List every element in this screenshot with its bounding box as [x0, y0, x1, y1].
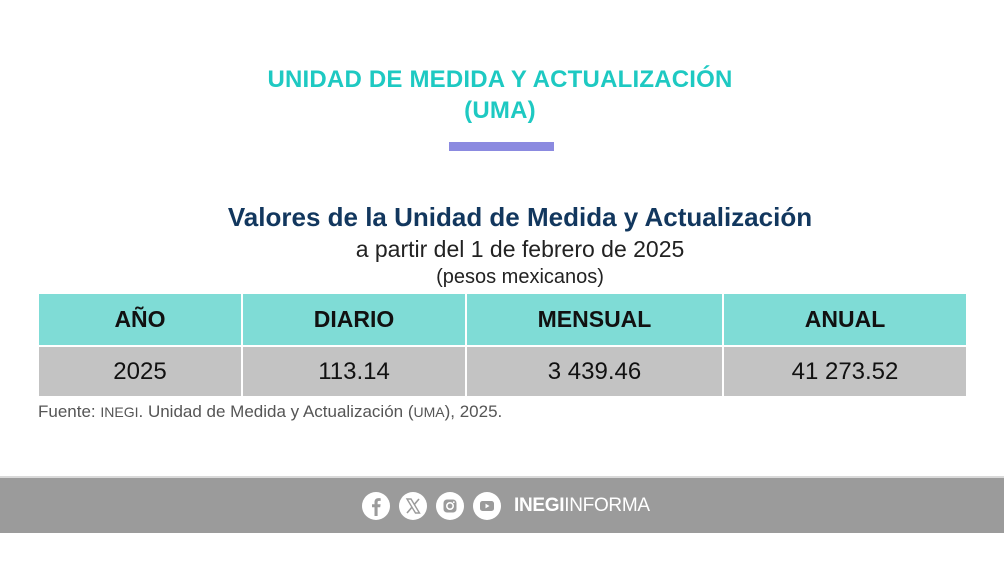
source-org: INEGI	[100, 404, 139, 420]
column-header-year: AÑO	[37, 292, 243, 347]
page-title: UNIDAD DE MEDIDA Y ACTUALIZACIÓN (UMA)	[0, 64, 1000, 126]
source-middle: . Unidad de Medida y Actualización (	[138, 402, 414, 421]
source-abbr: UMA	[413, 404, 445, 420]
instagram-icon	[443, 499, 457, 513]
x-icon	[405, 498, 421, 514]
uma-table: AÑO DIARIO MENSUAL ANUAL 2025 113.14 3 4…	[37, 292, 968, 398]
accent-divider	[449, 142, 554, 151]
youtube-link[interactable]	[473, 492, 501, 520]
brand-light: INFORMA	[564, 495, 650, 516]
brand-bold: INEGI	[514, 495, 565, 516]
footer-band: INEGIINFORMA	[0, 476, 1004, 533]
inegi-informa-brand: INEGIINFORMA	[514, 492, 650, 520]
facebook-icon	[372, 498, 381, 516]
cell-monthly: 3 439.46	[465, 345, 724, 398]
column-header-annual: ANUAL	[722, 292, 968, 347]
column-header-monthly: MENSUAL	[465, 292, 724, 347]
title-line-2: (UMA)	[464, 97, 536, 124]
table-units: (pesos mexicanos)	[436, 266, 604, 288]
title-line-1: UNIDAD DE MEDIDA Y ACTUALIZACIÓN	[267, 66, 733, 93]
cell-annual: 41 273.52	[722, 345, 968, 398]
source-suffix: ), 2025.	[444, 402, 503, 421]
table-subtitle: a partir del 1 de febrero de 2025	[355, 236, 685, 262]
table-header-row: AÑO DIARIO MENSUAL ANUAL	[37, 292, 968, 347]
table-title: Valores de la Unidad de Medida y Actuali…	[227, 202, 813, 232]
instagram-link[interactable]	[436, 492, 464, 520]
youtube-icon	[480, 501, 494, 511]
social-bar: INEGIINFORMA	[362, 491, 650, 521]
facebook-link[interactable]	[362, 492, 390, 520]
cell-daily: 113.14	[241, 345, 467, 398]
table-row: 2025 113.14 3 439.46 41 273.52	[37, 345, 968, 398]
cell-year: 2025	[37, 345, 243, 398]
x-link[interactable]	[399, 492, 427, 520]
column-header-daily: DIARIO	[241, 292, 467, 347]
source-prefix: Fuente:	[38, 402, 101, 421]
source-note: Fuente: INEGI. Unidad de Medida y Actual…	[38, 401, 502, 423]
